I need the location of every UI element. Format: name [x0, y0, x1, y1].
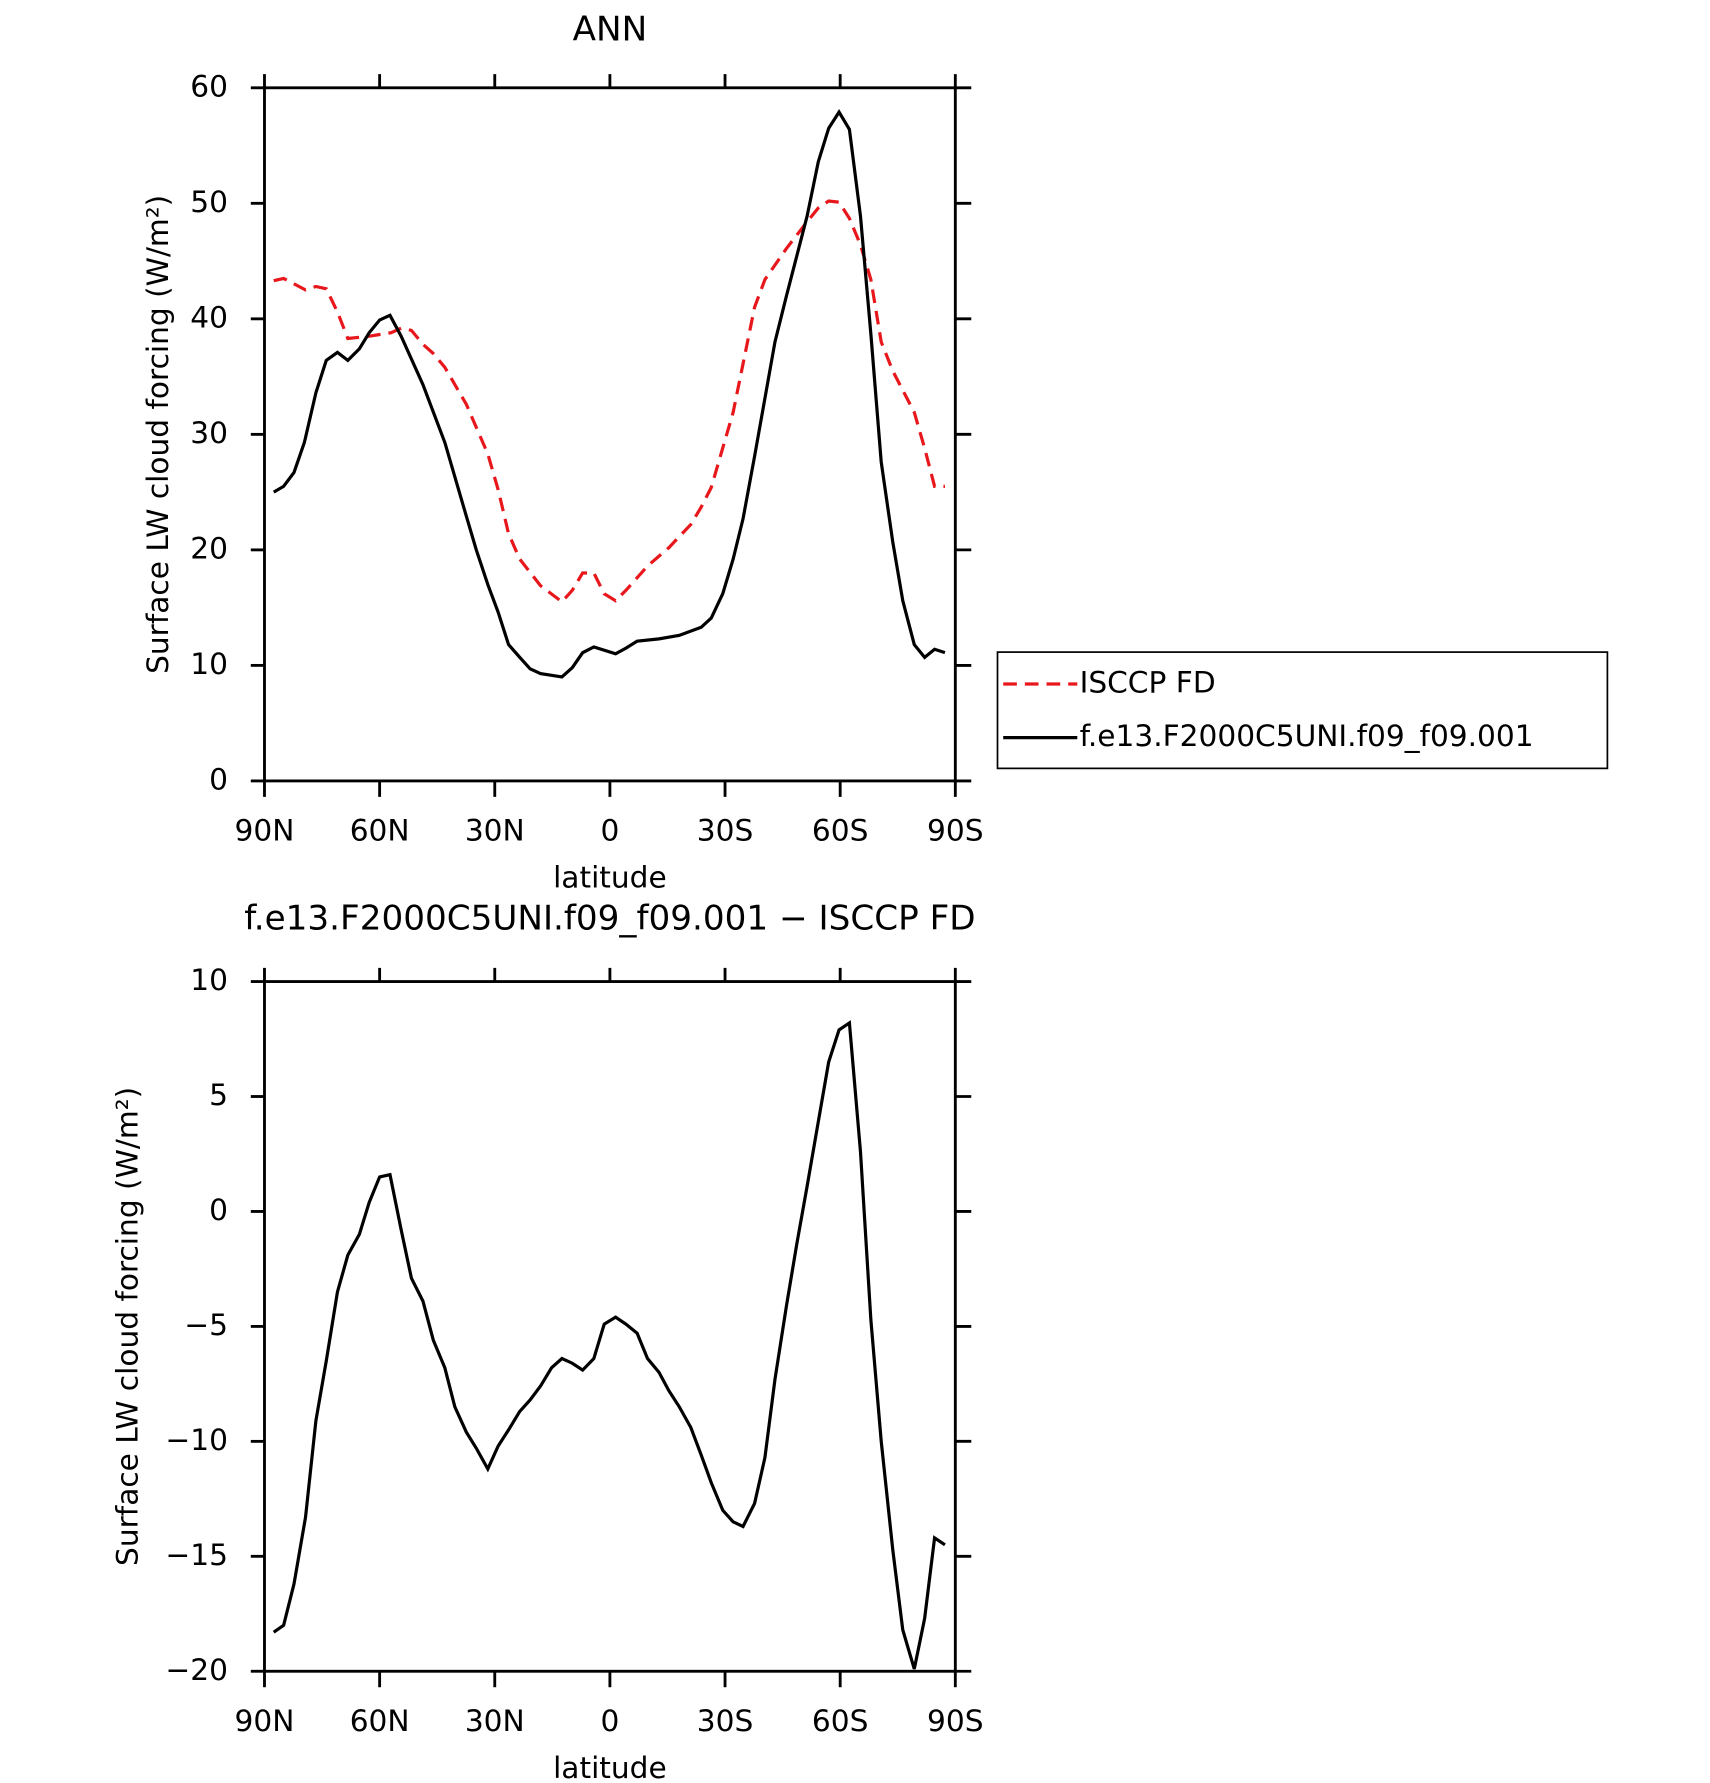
y-tick-label: 0 [209, 1192, 228, 1227]
legend-label: ISCCP FD [1080, 665, 1216, 700]
x-tick-label: 60N [350, 1703, 410, 1738]
x-tick-label: 60S [812, 1703, 869, 1738]
x-tick-label: 90S [927, 813, 984, 848]
x-tick-label: 30S [697, 813, 754, 848]
x-axis-label: latitude [553, 859, 667, 894]
y-tick-label: 20 [190, 530, 228, 565]
chart-title: f.e13.F2000C5UNI.f09_f09.001 − ISCCP FD [244, 898, 975, 938]
x-tick-label: 90S [927, 1703, 984, 1738]
y-tick-label: 40 [190, 299, 228, 334]
data-line [272, 109, 946, 679]
y-tick-label: 10 [190, 962, 228, 997]
plot-frame [263, 86, 957, 783]
y-tick-label: 10 [190, 646, 228, 681]
y-axis-label: Surface LW cloud forcing (W/m²) [140, 195, 175, 674]
data-line [273, 199, 945, 604]
legend-box [996, 651, 1609, 770]
y-tick-label: 5 [209, 1077, 228, 1112]
y-tick-label: 30 [190, 415, 228, 450]
x-axis-label: latitude [553, 1750, 667, 1783]
y-tick-label: −15 [165, 1537, 228, 1572]
y-axis-label: Surface LW cloud forcing (W/m²) [109, 1087, 144, 1566]
data-line [272, 1020, 946, 1670]
x-tick-label: 30N [465, 813, 525, 848]
plot-frame [263, 980, 957, 1673]
x-tick-label: 30N [465, 1703, 525, 1738]
x-tick-label: 60N [350, 813, 410, 848]
y-tick-label: 60 [190, 68, 228, 103]
x-tick-label: 0 [600, 813, 619, 848]
y-tick-label: −5 [184, 1307, 228, 1342]
y-tick-label: 0 [209, 761, 228, 796]
legend-label: f.e13.F2000C5UNI.f09_f09.001 [1080, 718, 1534, 753]
x-tick-label: 90N [235, 1703, 295, 1738]
y-tick-label: −20 [165, 1652, 228, 1687]
x-tick-label: 60S [812, 813, 869, 848]
x-tick-label: 90N [235, 813, 295, 848]
chart-title: ANN [573, 9, 648, 49]
y-tick-label: 50 [190, 184, 228, 219]
x-tick-label: 30S [697, 1703, 754, 1738]
x-tick-label: 0 [600, 1703, 619, 1738]
y-tick-label: −10 [165, 1422, 228, 1457]
